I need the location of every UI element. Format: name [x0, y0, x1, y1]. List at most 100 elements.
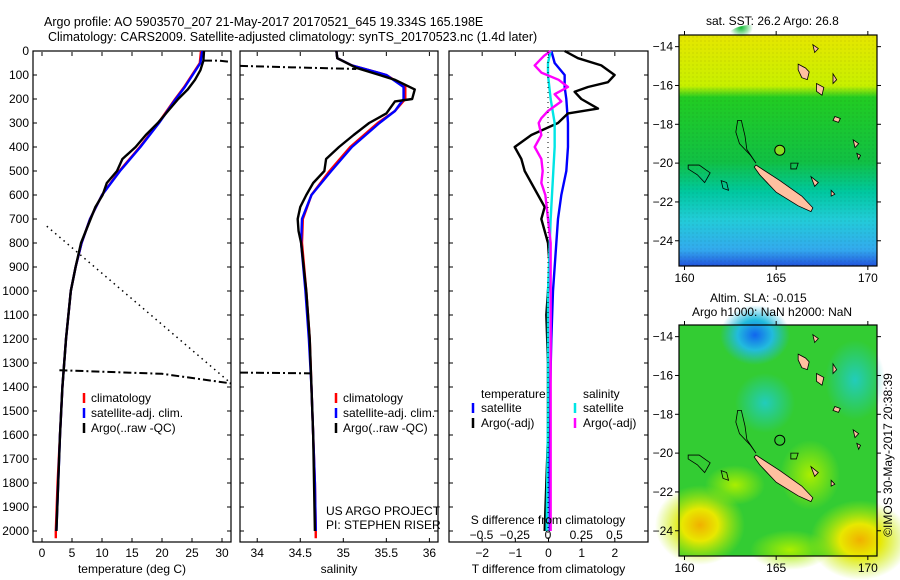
x-tick-label: 0	[39, 546, 46, 560]
legend-label: Argo(..raw -QC)	[91, 421, 176, 435]
y-tick-label: 1600	[2, 428, 29, 442]
x-tick-label: 30	[215, 546, 229, 560]
sla-anomaly-patch	[750, 530, 830, 570]
y-tick-label: 1700	[2, 452, 29, 466]
lat-tick-label: −20	[653, 156, 674, 170]
project-label: US ARGO PROJECT	[326, 504, 441, 518]
map2-subtitle: Argo h1000: NaN h2000: NaN	[692, 305, 853, 319]
lat-tick-label: −22	[653, 195, 674, 209]
island	[797, 353, 810, 371]
lat-tick-label: −14	[653, 40, 674, 54]
lat-tick-label: −16	[653, 78, 674, 92]
x-tick-label: −1	[508, 546, 522, 560]
x-tick-label: 0	[545, 546, 552, 560]
lon-tick-label: 160	[674, 561, 694, 575]
x-tick-label: 34	[251, 546, 265, 560]
panel-frame	[32, 50, 232, 543]
legend-label: climatology	[343, 391, 403, 405]
pi-label: PI: STEPHEN RISER	[326, 518, 441, 532]
title-line-2: Climatology: CARS2009. Satellite-adjuste…	[48, 30, 538, 44]
reef-outline	[720, 179, 730, 191]
legend-label: satellite-adj. clim.	[91, 406, 183, 420]
series-line-raw-flagged	[46, 225, 232, 384]
x-tick-label: 2	[611, 546, 618, 560]
legend-label: satellite	[583, 401, 624, 415]
island	[832, 362, 838, 375]
series-line-argo-raw-qc-	[296, 50, 416, 532]
y-tick-label: 300	[9, 116, 29, 130]
lat-tick-label: −22	[653, 485, 674, 499]
island	[852, 138, 860, 149]
island	[832, 406, 841, 413]
y-tick-label: 0	[22, 44, 29, 58]
y-tick-label: 1800	[2, 476, 29, 490]
reef-outline	[735, 120, 757, 164]
argo-position-marker	[774, 144, 786, 156]
series-line-raw-flagged	[239, 371, 311, 375]
y-tick-label: 700	[9, 212, 29, 226]
x-tick-label: 35.5	[375, 546, 399, 560]
legend-label: climatology	[91, 391, 151, 405]
legend-label: satellite-adj. clim.	[343, 406, 435, 420]
legend-label: satellite	[481, 401, 522, 415]
sst-map: −14 −16 −18 −20 −22 −24 160 165 170	[653, 25, 881, 285]
lat-tick-label: −24	[653, 524, 674, 538]
y-tick-label: 800	[9, 236, 29, 250]
sla-map: −14 −16 −18 −20 −22 −24 160 165 170	[653, 305, 900, 580]
lon-tick-label: 165	[766, 561, 786, 575]
y-tick-label: 900	[9, 260, 29, 274]
lon-tick-label: 160	[674, 271, 694, 285]
island	[816, 372, 825, 386]
profile-panel-2: 34 34.5 35 35.5 36 salinity climatologysatelli…	[239, 50, 439, 576]
series-line-argo-raw-qc-	[55, 50, 206, 532]
lat-tick-label: −20	[653, 446, 674, 460]
island	[856, 442, 862, 451]
sla-anomaly-patch	[735, 373, 795, 433]
series-line-temperature-satellite	[548, 50, 570, 531]
s-tick-label: 0.5	[606, 528, 623, 542]
lon-tick-label: 170	[858, 561, 878, 575]
island	[810, 465, 819, 478]
island	[753, 164, 814, 213]
x-tick-label: 36	[423, 546, 437, 560]
lat-tick-label: −18	[653, 407, 674, 421]
top-axis-label: S difference from climatology	[471, 513, 626, 527]
series-line-salinity-satellite	[545, 50, 556, 532]
island	[797, 63, 810, 81]
series-line-raw-flagged	[59, 369, 232, 385]
argo-position-marker	[774, 434, 786, 446]
x-tick-label: 25	[185, 546, 199, 560]
lat-tick-label: −16	[653, 368, 674, 382]
s-tick-label: 0	[545, 528, 552, 542]
reef-outline	[790, 452, 799, 460]
map-frame	[678, 34, 878, 267]
y-tick-label: 1000	[2, 284, 29, 298]
series-line-salinity-argo-adj-	[533, 50, 570, 531]
sla-anomaly-patch	[720, 305, 790, 365]
legend-label: temperature	[481, 387, 546, 401]
title-line-1: Argo profile: AO 5903570_207 21-May-2017…	[44, 15, 484, 29]
sla-anomaly-patch	[705, 465, 765, 505]
y-tick-label: 500	[9, 164, 29, 178]
x-tick-label: 20	[155, 546, 169, 560]
y-tick-label: 100	[9, 68, 29, 82]
island	[856, 152, 862, 161]
y-tick-label: 200	[9, 92, 29, 106]
series-line-raw-flagged	[239, 64, 357, 70]
s-tick-label: −0.5	[470, 528, 494, 542]
y-tick-label: 1900	[2, 500, 29, 514]
s-tick-label: −0.25	[500, 528, 531, 542]
island	[830, 189, 836, 197]
island	[812, 333, 819, 344]
reef-outline	[687, 164, 711, 184]
x-axis-label: T difference from climatology	[472, 562, 626, 576]
x-tick-label: 1	[578, 546, 585, 560]
series-line-raw-flagged	[204, 59, 232, 64]
reef-outline	[735, 410, 757, 454]
y-tick-label: 1100	[3, 308, 29, 322]
profile-panel-1: 0100200300400500600700800900100011001200…	[2, 44, 232, 576]
island	[753, 454, 814, 503]
island	[832, 72, 838, 85]
s-tick-label: 0.25	[570, 528, 594, 542]
